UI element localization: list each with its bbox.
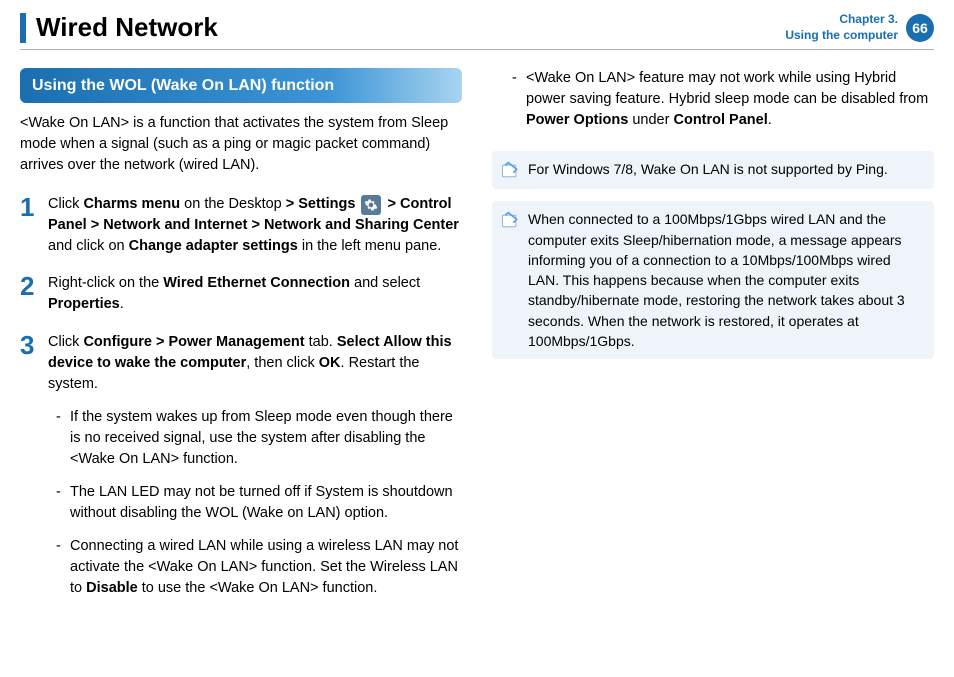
header-right: Chapter 3. Using the computer 66 bbox=[785, 12, 934, 43]
step-text-bold: Change adapter settings bbox=[129, 238, 298, 254]
note-box: When connected to a 100Mbps/1Gbps wired … bbox=[492, 201, 934, 359]
step-number: 1 bbox=[20, 194, 48, 257]
note-icon bbox=[500, 161, 520, 181]
step-text-bold: Configure > Power Management bbox=[83, 334, 304, 350]
bullet-item: - <Wake On LAN> feature may not work whi… bbox=[492, 68, 934, 131]
step-text: Right-click on the bbox=[48, 275, 163, 291]
page-header: Wired Network Chapter 3. Using the compu… bbox=[20, 12, 934, 50]
note-icon bbox=[500, 211, 520, 231]
step-text: on the Desktop bbox=[180, 196, 286, 212]
bullet-text: Connecting a wired LAN while using a wir… bbox=[70, 536, 462, 599]
step-text: Click bbox=[48, 196, 83, 212]
left-column: Using the WOL (Wake On LAN) function <Wa… bbox=[20, 68, 462, 626]
step-text: and select bbox=[350, 275, 420, 291]
step-body: Click Charms menu on the Desktop > Setti… bbox=[48, 194, 462, 257]
step-text-bold: Properties bbox=[48, 296, 120, 312]
step-number: 2 bbox=[20, 273, 48, 315]
step-text: and click on bbox=[48, 238, 129, 254]
content-columns: Using the WOL (Wake On LAN) function <Wa… bbox=[20, 68, 934, 626]
bullet-text-span: to use the <Wake On LAN> function. bbox=[138, 580, 378, 596]
note-text: When connected to a 100Mbps/1Gbps wired … bbox=[528, 209, 924, 351]
step-number: 3 bbox=[20, 332, 48, 611]
settings-icon bbox=[361, 195, 381, 215]
step-text: , then click bbox=[246, 355, 319, 371]
right-column: - <Wake On LAN> feature may not work whi… bbox=[492, 68, 934, 626]
step-item: 1 Click Charms menu on the Desktop > Set… bbox=[20, 194, 462, 257]
manual-page: Wired Network Chapter 3. Using the compu… bbox=[0, 0, 954, 639]
bullet-item: - If the system wakes up from Sleep mode… bbox=[48, 407, 462, 470]
note-text: For Windows 7/8, Wake On LAN is not supp… bbox=[528, 159, 924, 181]
step-text: in the left menu pane. bbox=[298, 238, 442, 254]
bullet-text: The LAN LED may not be turned off if Sys… bbox=[70, 482, 462, 524]
step-text-bold: Wired Ethernet Connection bbox=[163, 275, 350, 291]
header-left: Wired Network bbox=[20, 12, 218, 43]
step-text: tab. bbox=[305, 334, 337, 350]
step-item: 3 Click Configure > Power Management tab… bbox=[20, 332, 462, 611]
bullet-text-span: under bbox=[628, 112, 673, 128]
bullet-item: - The LAN LED may not be turned off if S… bbox=[48, 482, 462, 524]
page-number-badge: 66 bbox=[906, 14, 934, 42]
title-accent-bar bbox=[20, 13, 26, 43]
bullet-text-span: . bbox=[768, 112, 772, 128]
chapter-line: Chapter 3. bbox=[785, 12, 898, 28]
bullet-item: - Connecting a wired LAN while using a w… bbox=[48, 536, 462, 599]
bullet-text: If the system wakes up from Sleep mode e… bbox=[70, 407, 462, 470]
bullet-text-span: <Wake On LAN> feature may not work while… bbox=[526, 70, 928, 107]
step-item: 2 Right-click on the Wired Ethernet Conn… bbox=[20, 273, 462, 315]
bullet-text: <Wake On LAN> feature may not work while… bbox=[526, 68, 934, 131]
intro-text: <Wake On LAN> is a function that activat… bbox=[20, 113, 462, 176]
bullet-text-bold: Power Options bbox=[526, 112, 628, 128]
step-text-bold: OK bbox=[319, 355, 341, 371]
section-heading: Using the WOL (Wake On LAN) function bbox=[20, 68, 462, 103]
step-text-bold: Charms menu bbox=[83, 196, 180, 212]
chapter-line: Using the computer bbox=[785, 28, 898, 44]
bullet-dash: - bbox=[56, 407, 70, 470]
bullet-text-bold: Control Panel bbox=[673, 112, 767, 128]
step-body: Right-click on the Wired Ethernet Connec… bbox=[48, 273, 462, 315]
step-text: Click bbox=[48, 334, 83, 350]
page-title: Wired Network bbox=[36, 12, 218, 43]
bullet-dash: - bbox=[512, 68, 526, 131]
chapter-info: Chapter 3. Using the computer bbox=[785, 12, 898, 43]
step-text: . bbox=[120, 296, 124, 312]
bullet-list: - If the system wakes up from Sleep mode… bbox=[48, 407, 462, 599]
bullet-text-bold: Disable bbox=[86, 580, 138, 596]
bullet-dash: - bbox=[56, 482, 70, 524]
step-text-bold: > Settings bbox=[286, 196, 360, 212]
note-box: For Windows 7/8, Wake On LAN is not supp… bbox=[492, 151, 934, 189]
bullet-dash: - bbox=[56, 536, 70, 599]
step-body: Click Configure > Power Management tab. … bbox=[48, 332, 462, 611]
